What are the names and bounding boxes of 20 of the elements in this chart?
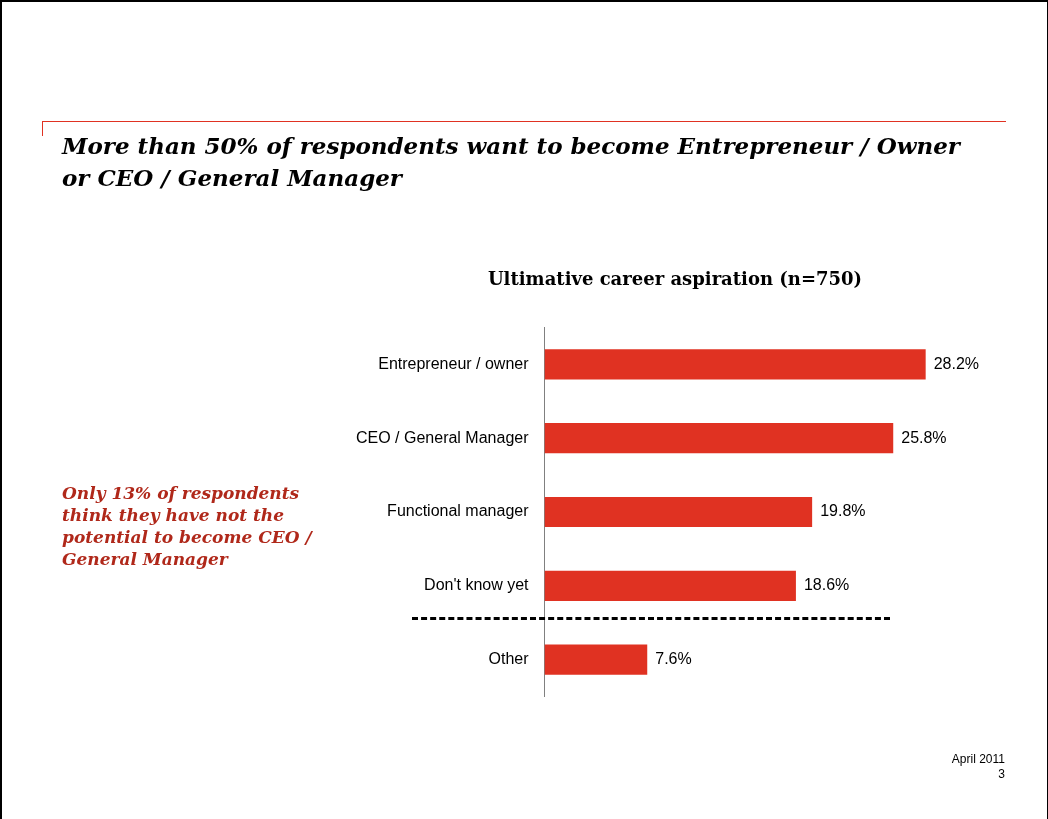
data-label: 28.2% [933, 354, 980, 372]
text: 3 [997, 767, 1005, 782]
y-tick-label: Other [488, 649, 530, 667]
data-label: 7.6% [655, 649, 692, 667]
y-tick-label: Don't know yet [424, 576, 530, 594]
chart-title: More than 50% of respondents want to become Entrepreneur / Owner or CEO / General Manager [62, 131, 962, 193]
bar [544, 496, 813, 528]
y-tick-label: CEO / General Manager [355, 428, 530, 446]
data-label: 18.6% [803, 576, 850, 594]
bar [544, 423, 894, 454]
y-tick-label: Functional manager [387, 502, 530, 520]
data-label: 19.8% [820, 502, 866, 520]
text: April 2011 [951, 752, 1005, 767]
bar [544, 644, 648, 675]
bar [544, 349, 926, 380]
data-label: 25.8% [901, 428, 947, 446]
bar [544, 570, 796, 601]
text: Only 13% of respondents think they have not the potential to become CEO / General Manager [62, 482, 314, 570]
y-tick-label: Entrepreneur / owner [378, 354, 530, 372]
chart-subtitle: Ultimative career aspiration (n=750) [486, 268, 864, 289]
